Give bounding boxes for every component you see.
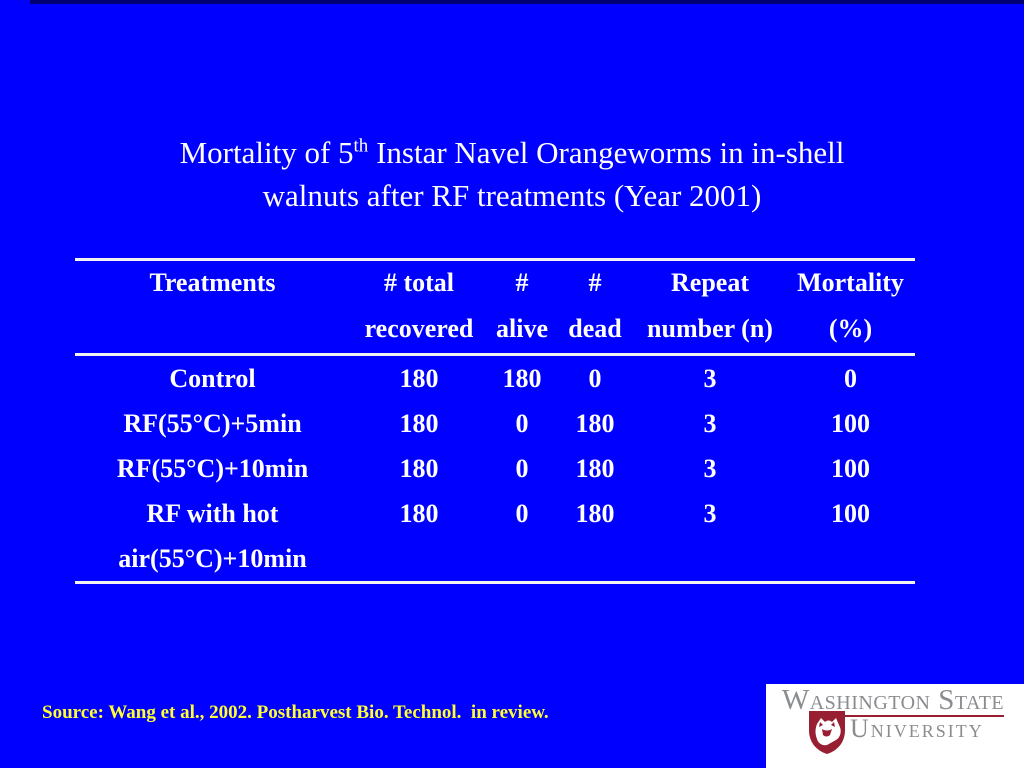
source-citation: Source: Wang et al., 2002. Postharvest B… bbox=[42, 702, 549, 723]
col-header-total: # total bbox=[383, 268, 455, 297]
cell-empty bbox=[786, 536, 915, 584]
cell-alive: 0 bbox=[515, 408, 529, 438]
cell-total: 180 bbox=[399, 363, 439, 393]
cell-mortality: 100 bbox=[831, 408, 870, 438]
col-header-treatments: Treatments bbox=[149, 268, 276, 297]
col-header-treatments-2 bbox=[75, 305, 350, 356]
wsu-cougar-shield-icon bbox=[809, 711, 845, 754]
header-row-line1: Treatments # total # # Repeat Mortality bbox=[75, 260, 915, 306]
cell-treatment: RF(55°C)+10min bbox=[116, 453, 309, 483]
col-header-mortality-2: (%) bbox=[786, 305, 915, 356]
col-header-alive-2: alive bbox=[488, 305, 556, 356]
cell-repeat: 3 bbox=[703, 363, 717, 393]
title-line1-suffix: Instar Navel Orangeworms in in-shell bbox=[368, 135, 845, 170]
table-row: RF with hot 180 0 180 3 100 bbox=[75, 491, 915, 536]
cell-mortality: 0 bbox=[844, 363, 857, 393]
wsu-logo-wordmark-line1: Washington State bbox=[781, 684, 1005, 716]
cell-alive: 0 bbox=[515, 453, 529, 483]
cell-dead: 180 bbox=[575, 453, 615, 483]
cell-mortality: 100 bbox=[831, 498, 870, 528]
cell-total: 180 bbox=[399, 453, 439, 483]
cell-empty bbox=[634, 536, 786, 584]
wsu-logo-rule bbox=[824, 715, 1004, 717]
cell-treatment-line2: air(55°C)+10min bbox=[75, 536, 350, 584]
table-row: RF(55°C)+5min 180 0 180 3 100 bbox=[75, 401, 915, 446]
cell-mortality: 100 bbox=[831, 453, 870, 483]
cell-empty bbox=[488, 536, 556, 584]
wsu-logo-wordmark-line2: University bbox=[850, 714, 984, 743]
slide-title: Mortality of 5th Instar Navel Orangeworm… bbox=[0, 131, 1024, 217]
top-accent-bar bbox=[30, 0, 1024, 4]
cell-alive: 0 bbox=[515, 498, 529, 528]
col-header-dead-2: dead bbox=[556, 305, 634, 356]
cell-dead: 180 bbox=[575, 498, 615, 528]
cell-dead: 180 bbox=[575, 408, 615, 438]
cell-total: 180 bbox=[399, 408, 439, 438]
cell-repeat: 3 bbox=[703, 498, 717, 528]
cell-empty bbox=[350, 536, 488, 584]
col-header-repeat: Repeat bbox=[671, 268, 749, 297]
table-row-continuation: air(55°C)+10min bbox=[75, 536, 915, 584]
cell-repeat: 3 bbox=[703, 408, 717, 438]
col-header-repeat-2: number (n) bbox=[634, 305, 786, 356]
col-header-alive: # bbox=[515, 268, 529, 297]
title-line1: Mortality of 5th Instar Navel Orangeworm… bbox=[180, 135, 845, 170]
results-table: Treatments # total # # Repeat Mortality … bbox=[75, 258, 915, 584]
cell-dead: 0 bbox=[588, 363, 602, 393]
title-superscript: th bbox=[353, 135, 369, 157]
cell-treatment: RF(55°C)+5min bbox=[123, 408, 302, 438]
title-line1-prefix: Mortality of 5 bbox=[179, 135, 354, 170]
cell-alive: 180 bbox=[502, 363, 542, 393]
wsu-logo: Washington State University bbox=[766, 684, 1024, 768]
col-header-mortality: Mortality bbox=[797, 268, 904, 297]
cell-treatment: Control bbox=[169, 363, 256, 393]
cell-treatment: RF with hot bbox=[146, 498, 279, 528]
cell-repeat: 3 bbox=[703, 453, 717, 483]
col-header-dead: # bbox=[588, 268, 602, 297]
table-row: Control 180 180 0 3 0 bbox=[75, 355, 915, 402]
cell-empty bbox=[556, 536, 634, 584]
cell-total: 180 bbox=[399, 498, 439, 528]
header-row-line2: recovered alive dead number (n) (%) bbox=[75, 305, 915, 356]
table-row: RF(55°C)+10min 180 0 180 3 100 bbox=[75, 446, 915, 491]
title-line2: walnuts after RF treatments (Year 2001) bbox=[262, 178, 762, 213]
col-header-total-2: recovered bbox=[350, 305, 488, 356]
